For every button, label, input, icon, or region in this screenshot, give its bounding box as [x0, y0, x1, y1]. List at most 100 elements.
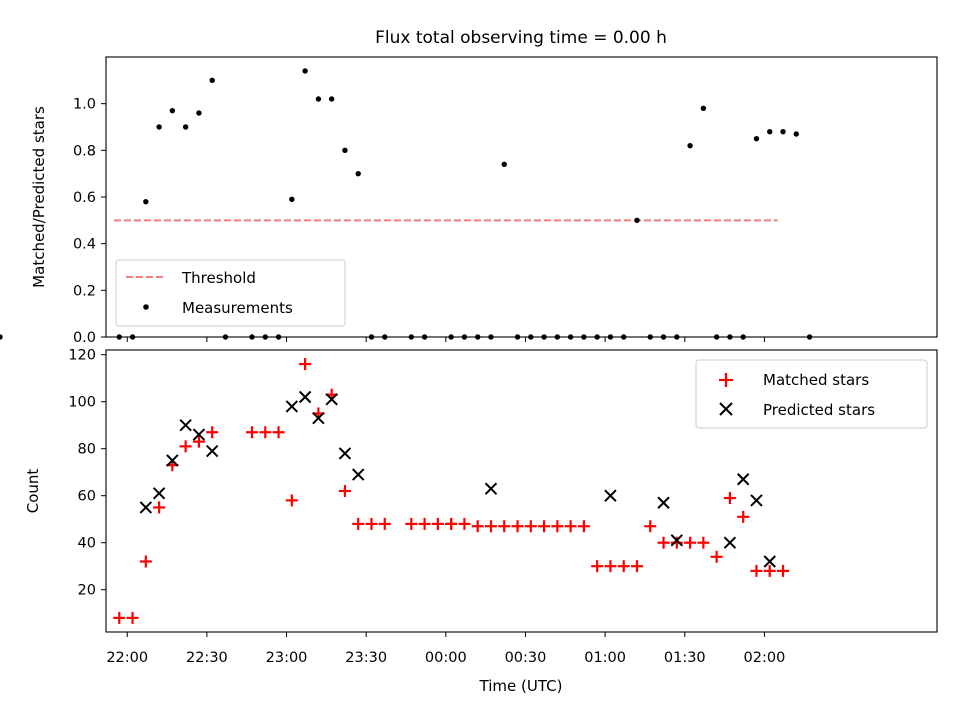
top-y-tick-label: 0.2 — [73, 283, 96, 299]
bottom-x-tick-label: 00:00 — [425, 650, 467, 666]
matched-star-point — [259, 426, 272, 439]
matched-star-point — [617, 560, 630, 573]
predicted-star-point — [312, 411, 325, 425]
matched-star-point — [272, 426, 285, 439]
bottom-x-tick-label: 22:00 — [106, 650, 148, 666]
predicted-star-point — [166, 454, 179, 467]
matched-star-point — [498, 520, 511, 533]
top-y-tick-label: 0.8 — [73, 143, 96, 159]
matched-star-point — [670, 536, 683, 549]
measurement-point — [687, 142, 693, 149]
matched-star-point — [179, 440, 192, 453]
top-axes-frame — [105, 56, 938, 338]
matched-star-point — [644, 520, 657, 533]
bottom-y-tick-label: 20 — [78, 583, 96, 599]
matched-star-point — [777, 564, 790, 577]
measurement-point — [182, 124, 189, 130]
matched-star-point — [564, 520, 577, 533]
bottom-axes: 20 40 60 80 100 120 22:00 22:30 23:00 23:30 00:00… — [24, 348, 938, 695]
matched-star-point — [551, 520, 564, 533]
bottom-x-tick-label: 22:30 — [186, 650, 228, 666]
predicted-star-point — [179, 418, 192, 432]
bottom-x-tick-label: 02:00 — [744, 650, 786, 666]
bottom-legend: Matched stars Predicted stars — [695, 359, 928, 429]
matched-star-point — [431, 517, 444, 530]
measurement-point — [753, 135, 760, 142]
top-legend-box — [115, 259, 346, 327]
matched-star-point — [471, 520, 484, 533]
predicted-star-point — [352, 468, 365, 481]
chart-title: Flux total observing time = 0.00 h — [375, 28, 667, 48]
predicted-star-point — [205, 444, 219, 458]
bottom-y-axis-label: Count — [24, 469, 42, 514]
predicted-star-point — [298, 390, 312, 404]
matched-star-point — [763, 564, 776, 577]
matched-star-point — [737, 510, 750, 523]
predicted-star-point — [670, 534, 684, 547]
bottom-x-tick-label: 01:30 — [664, 650, 706, 666]
matched-star-point — [538, 520, 551, 533]
matched-star-point — [378, 517, 391, 530]
measurement-point — [634, 217, 640, 224]
bottom-x-tick-label: 23:30 — [345, 650, 387, 666]
predicted-star-point — [192, 428, 206, 441]
measurement-point — [196, 110, 202, 116]
bottom-legend-box — [695, 359, 928, 429]
measurement-point — [315, 96, 322, 102]
top-y-ticks: 0.0 0.2 0.4 0.6 0.8 1.0 — [73, 97, 106, 346]
bottom-y-ticks: 20 40 60 80 100 120 — [68, 348, 106, 599]
bottom-x-tick-label: 23:00 — [266, 650, 308, 666]
matched-star-point — [604, 560, 617, 573]
matched-star-point — [285, 494, 298, 507]
bottom-axes-frame — [105, 349, 938, 633]
bottom-y-tick-label: 80 — [78, 442, 96, 458]
matched-star-point — [577, 520, 590, 533]
matched-star-point — [418, 517, 431, 530]
matched-star-point — [153, 501, 166, 514]
predicted-star-point — [285, 400, 299, 413]
bottom-x-tick-label: 00:30 — [505, 650, 547, 666]
predicted-star-point — [338, 447, 352, 460]
bottom-y-tick-label: 60 — [78, 489, 96, 505]
top-y-tick-label: 0.4 — [73, 237, 96, 253]
matched-star-point — [484, 520, 497, 533]
matched-star-point — [697, 536, 710, 549]
measurement-point — [501, 161, 507, 168]
matched-star-point — [524, 520, 537, 533]
measurement-point — [342, 147, 348, 154]
bottom-y-tick-label: 120 — [68, 348, 96, 364]
matched-star-point — [710, 550, 723, 563]
legend-measurements-swatch — [143, 304, 149, 310]
legend-matched-label: Matched stars — [763, 371, 869, 389]
predicted-star-point — [763, 555, 776, 568]
legend-predicted-swatch — [719, 402, 733, 416]
predicted-star-point — [152, 487, 166, 500]
predicted-star-point — [604, 489, 617, 502]
bottom-plot-marks — [113, 358, 790, 624]
measurement-point — [169, 107, 176, 114]
x-axis-label: Time (UTC) — [479, 677, 563, 695]
legend-measurements-label: Measurements — [182, 299, 293, 317]
bottom-y-tick-label: 100 — [68, 395, 96, 411]
matched-star-point — [365, 517, 378, 530]
top-legend: Threshold Measurements — [115, 259, 346, 327]
matched-star-point — [445, 517, 458, 530]
top-y-tick-label: 0.6 — [73, 190, 96, 206]
matched-star-point — [630, 560, 643, 573]
measurement-point — [156, 124, 162, 130]
top-y-tick-label: 0.0 — [73, 330, 96, 346]
matched-star-point — [246, 426, 259, 439]
measurement-point — [328, 96, 335, 102]
legend-predicted-label: Predicted stars — [763, 401, 875, 419]
top-y-axis-label: Matched/Predicted stars — [30, 106, 48, 288]
measurement-point — [780, 128, 786, 135]
matched-star-point — [299, 358, 312, 371]
measurement-point — [767, 128, 773, 135]
predicted-star-point — [325, 393, 338, 406]
matched-star-point — [338, 485, 351, 497]
matched-star-point — [113, 611, 126, 624]
bottom-y-tick-label: 40 — [78, 536, 96, 552]
measurement-point — [355, 170, 361, 177]
measurement-point — [143, 198, 149, 205]
